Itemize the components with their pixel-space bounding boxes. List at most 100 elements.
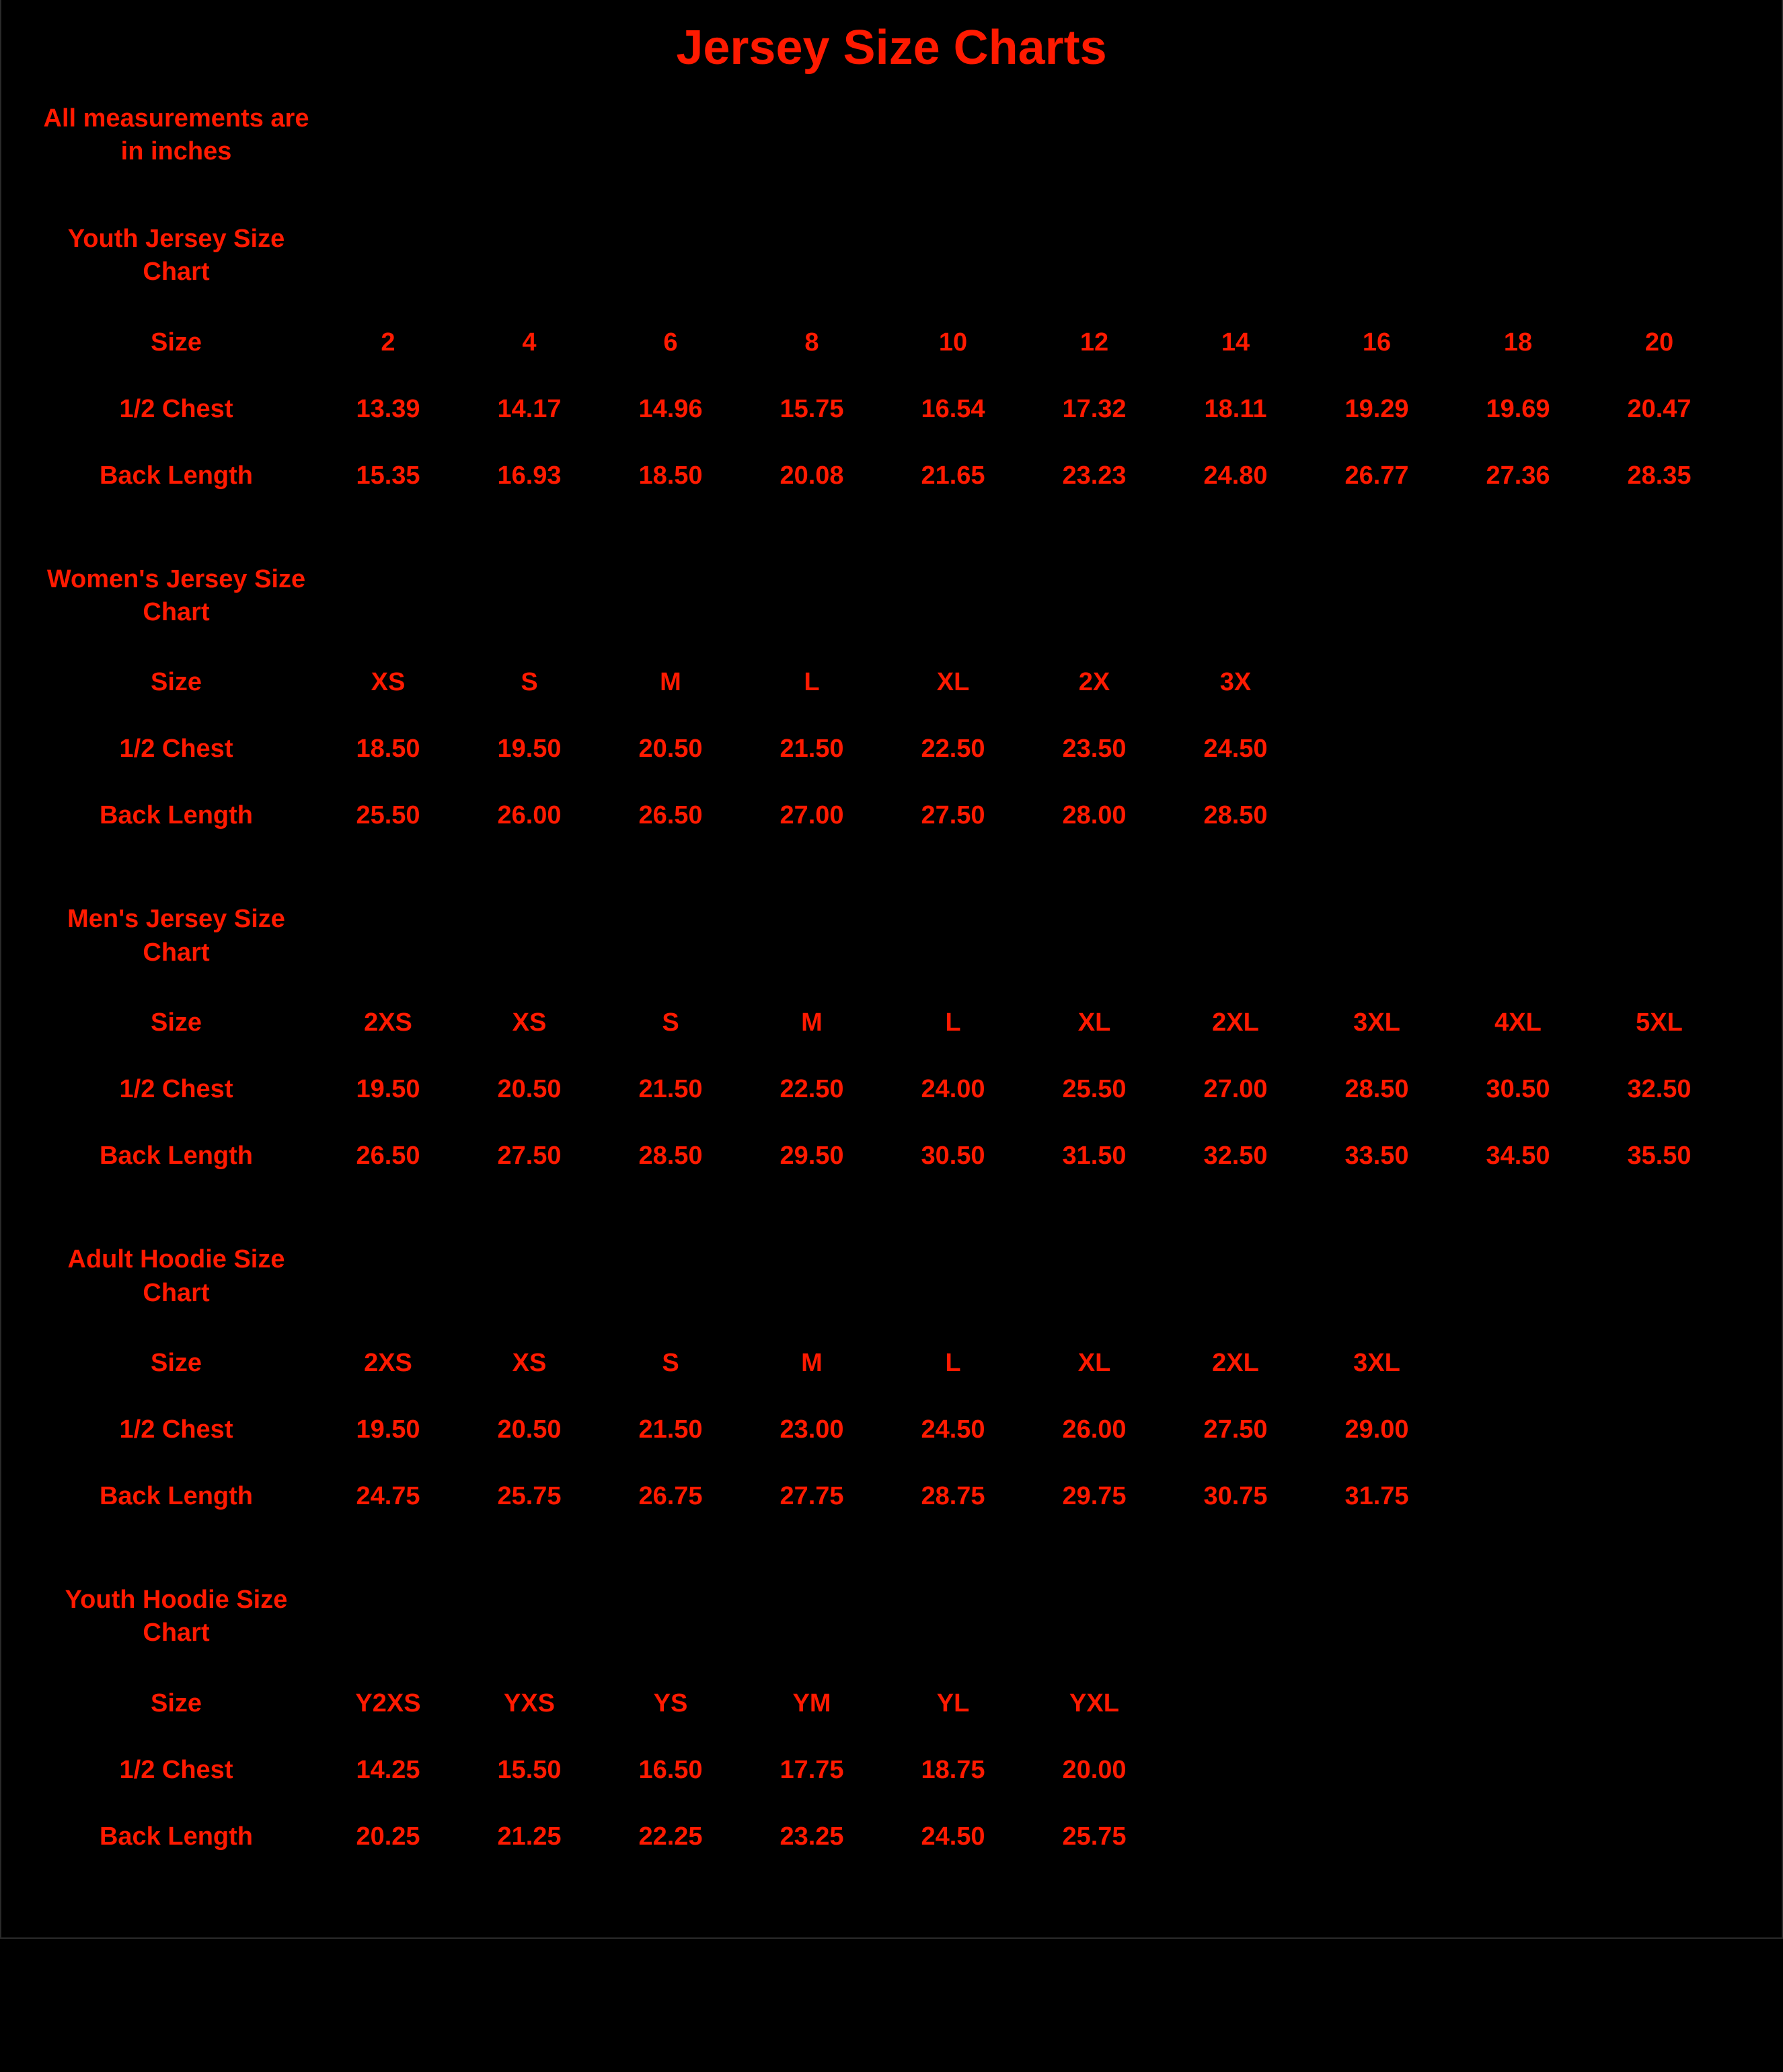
cell-value: 31.75 [1306, 1463, 1447, 1530]
cell-value: XS [317, 649, 459, 716]
cell-value: 29.50 [741, 1123, 882, 1189]
row-label: Back Length [35, 1123, 317, 1189]
cell-value: 35.50 [1589, 1123, 1730, 1189]
cell-value: 27.50 [1165, 1397, 1306, 1463]
table-row: Size2XSXSSMLXL2XL3XL [35, 1330, 1447, 1397]
cell-value: XL [1024, 990, 1165, 1056]
row-label: Back Length [35, 782, 317, 849]
cell-value: 28.50 [1165, 782, 1306, 849]
cell-value: YL [882, 1670, 1024, 1737]
row-label: Size [35, 1670, 317, 1737]
cell-value: 14 [1165, 309, 1306, 376]
size-chart-table: SizeY2XSYXSYSYMYLYXL1/2 Chest14.2515.501… [35, 1670, 1165, 1870]
table-row: SizeXSSMLXL2X3X [35, 649, 1306, 716]
cell-value: 19.50 [459, 716, 600, 782]
cell-value: 14.17 [459, 376, 600, 443]
cell-value: 20.00 [1024, 1737, 1165, 1804]
table-row: Back Length20.2521.2522.2523.2524.5025.7… [35, 1804, 1165, 1870]
cell-value: 29.00 [1306, 1397, 1447, 1463]
cell-value: 20.50 [459, 1056, 600, 1123]
cell-value: 20.50 [459, 1397, 600, 1463]
cell-value: 28.35 [1589, 443, 1730, 509]
cell-value: 25.75 [1024, 1804, 1165, 1870]
cell-value: 10 [882, 309, 1024, 376]
section-title: Men's Jersey Size Chart [35, 903, 317, 969]
cell-value: 2X [1024, 649, 1165, 716]
cell-value: 2XL [1165, 990, 1306, 1056]
cell-value: 24.50 [882, 1397, 1024, 1463]
cell-value: 19.69 [1447, 376, 1589, 443]
cell-value: 4XL [1447, 990, 1589, 1056]
cell-value: 25.50 [1024, 1056, 1165, 1123]
cell-value: 30.50 [882, 1123, 1024, 1189]
section-title: Adult Hoodie Size Chart [35, 1243, 317, 1310]
cell-value: 3XL [1306, 1330, 1447, 1397]
table-row: Back Length25.5026.0026.5027.0027.5028.0… [35, 782, 1306, 849]
cell-value: 24.50 [882, 1804, 1024, 1870]
cell-value: 23.50 [1024, 716, 1165, 782]
cell-value: 18.75 [882, 1737, 1024, 1804]
cell-value: 3X [1165, 649, 1306, 716]
cell-value: XL [882, 649, 1024, 716]
table-row: 1/2 Chest14.2515.5016.5017.7518.7520.00 [35, 1737, 1165, 1804]
size-chart-table: Size2XSXSSMLXL2XL3XL4XL5XL1/2 Chest19.50… [35, 990, 1730, 1189]
cell-value: 30.75 [1165, 1463, 1306, 1530]
cell-value: XL [1024, 1330, 1165, 1397]
cell-value: 21.50 [741, 716, 882, 782]
cell-value: 24.00 [882, 1056, 1024, 1123]
cell-value: 26.00 [459, 782, 600, 849]
cell-value: 6 [600, 309, 741, 376]
cell-value: 25.50 [317, 782, 459, 849]
cell-value: XS [459, 990, 600, 1056]
table-row: Size2468101214161820 [35, 309, 1730, 376]
cell-value: 21.25 [459, 1804, 600, 1870]
row-label: Size [35, 1330, 317, 1397]
cell-value: 29.75 [1024, 1463, 1165, 1530]
cell-value: 18 [1447, 309, 1589, 376]
cell-value: 3XL [1306, 990, 1447, 1056]
cell-value: 27.00 [1165, 1056, 1306, 1123]
table-row: Size2XSXSSMLXL2XL3XL4XL5XL [35, 990, 1730, 1056]
row-label: 1/2 Chest [35, 376, 317, 443]
cell-value: 32.50 [1165, 1123, 1306, 1189]
cell-value: 24.50 [1165, 716, 1306, 782]
cell-value: 20.25 [317, 1804, 459, 1870]
cell-value: 28.00 [1024, 782, 1165, 849]
cell-value: 14.96 [600, 376, 741, 443]
cell-value: YS [600, 1670, 741, 1737]
cell-value: 2XS [317, 1330, 459, 1397]
cell-value: 16.93 [459, 443, 600, 509]
row-label: Size [35, 990, 317, 1056]
section-title: Women's Jersey Size Chart [35, 563, 317, 630]
cell-value: 18.50 [317, 716, 459, 782]
cell-value: 2 [317, 309, 459, 376]
row-label: Back Length [35, 1463, 317, 1530]
cell-value: 27.36 [1447, 443, 1589, 509]
row-label: Size [35, 649, 317, 716]
table-row: Back Length24.7525.7526.7527.7528.7529.7… [35, 1463, 1447, 1530]
cell-value: XS [459, 1330, 600, 1397]
page-title: Jersey Size Charts [22, 20, 1761, 75]
cell-value: M [600, 649, 741, 716]
cell-value: 19.50 [317, 1397, 459, 1463]
measurements-note: All measurements are in inches [35, 102, 317, 169]
table-row: SizeY2XSYXSYSYMYLYXL [35, 1670, 1165, 1737]
cell-value: M [741, 990, 882, 1056]
cell-value: 23.25 [741, 1804, 882, 1870]
cell-value: 15.75 [741, 376, 882, 443]
cell-value: YXL [1024, 1670, 1165, 1737]
cell-value: S [600, 1330, 741, 1397]
table-row: Back Length26.5027.5028.5029.5030.5031.5… [35, 1123, 1730, 1189]
size-chart-table: Size24681012141618201/2 Chest13.3914.171… [35, 309, 1730, 509]
cell-value: 22.50 [882, 716, 1024, 782]
section-title: Youth Jersey Size Chart [35, 223, 317, 289]
cell-value: 27.75 [741, 1463, 882, 1530]
cell-value: 26.75 [600, 1463, 741, 1530]
cell-value: YM [741, 1670, 882, 1737]
cell-value: 2XL [1165, 1330, 1306, 1397]
cell-value: 2XS [317, 990, 459, 1056]
cell-value: 22.50 [741, 1056, 882, 1123]
cell-value: 16 [1306, 309, 1447, 376]
cell-value: 17.75 [741, 1737, 882, 1804]
cell-value: 22.25 [600, 1804, 741, 1870]
